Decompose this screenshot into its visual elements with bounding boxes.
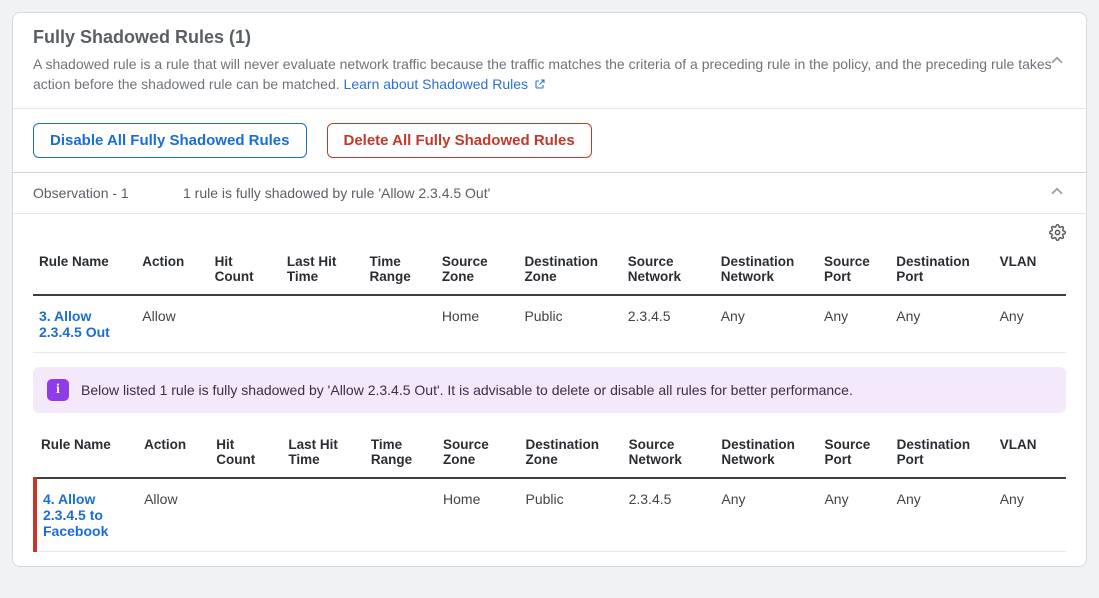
info-icon: i: [47, 379, 69, 401]
top-table-wrap: Rule Name Action Hit Count Last Hit Time…: [13, 214, 1086, 353]
cell-vlan: Any: [994, 478, 1066, 552]
th-last-hit: Last Hit Time: [282, 427, 364, 478]
cell-dst-zone: Public: [518, 295, 621, 353]
table-row: 4. Allow 2.3.4.5 to Facebook Allow Home …: [35, 478, 1066, 552]
panel-title: Fully Shadowed Rules (1): [33, 27, 1066, 48]
observation-label: Observation - 1: [33, 185, 183, 201]
th-dst-net: Destination Network: [715, 427, 818, 478]
learn-link[interactable]: Learn about Shadowed Rules: [344, 76, 546, 92]
th-time-range: Time Range: [364, 244, 436, 295]
th-action: Action: [138, 427, 210, 478]
th-last-hit: Last Hit Time: [281, 244, 364, 295]
th-rule-name: Rule Name: [33, 244, 136, 295]
cell-hit-count: [210, 478, 282, 552]
th-dst-net: Destination Network: [715, 244, 818, 295]
cell-dst-net: Any: [715, 478, 818, 552]
rule-name-link[interactable]: 3. Allow 2.3.4.5 Out: [39, 308, 110, 340]
cell-hit-count: [209, 295, 281, 353]
disable-all-button[interactable]: Disable All Fully Shadowed Rules: [33, 123, 307, 158]
external-link-icon: [534, 75, 546, 95]
panel-description: A shadowed rule is a rule that will neve…: [33, 54, 1066, 96]
th-src-net: Source Network: [623, 427, 716, 478]
th-action: Action: [136, 244, 208, 295]
th-src-port: Source Port: [818, 244, 890, 295]
cell-src-port: Any: [818, 295, 890, 353]
cell-src-net: 2.3.4.5: [623, 478, 716, 552]
observation-summary: 1 rule is fully shadowed by rule 'Allow …: [183, 185, 490, 201]
cell-dst-port: Any: [890, 295, 993, 353]
shadowed-rules-panel: Fully Shadowed Rules (1) A shadowed rule…: [12, 12, 1087, 567]
th-dst-port: Destination Port: [891, 427, 994, 478]
rule-name-link[interactable]: 4. Allow 2.3.4.5 to Facebook: [43, 491, 108, 539]
cell-src-net: 2.3.4.5: [622, 295, 715, 353]
collapse-observation-button[interactable]: [1048, 182, 1066, 203]
th-vlan: VLAN: [994, 244, 1066, 295]
th-vlan: VLAN: [994, 427, 1066, 478]
table-row: 3. Allow 2.3.4.5 Out Allow Home Public 2…: [33, 295, 1066, 353]
action-button-row: Disable All Fully Shadowed Rules Delete …: [13, 109, 1086, 172]
cell-action: Allow: [138, 478, 210, 552]
collapse-panel-button[interactable]: [1048, 51, 1066, 72]
cell-time-range: [364, 295, 436, 353]
cell-src-zone: Home: [436, 295, 519, 353]
th-hit-count: Hit Count: [210, 427, 282, 478]
cell-dst-port: Any: [891, 478, 994, 552]
cell-dst-net: Any: [715, 295, 818, 353]
th-rule-name: Rule Name: [35, 427, 138, 478]
delete-all-button[interactable]: Delete All Fully Shadowed Rules: [327, 123, 592, 158]
th-src-net: Source Network: [622, 244, 715, 295]
th-dst-zone: Destination Zone: [520, 427, 623, 478]
cell-last-hit: [281, 295, 364, 353]
preceding-rule-table: Rule Name Action Hit Count Last Hit Time…: [33, 244, 1066, 353]
cell-last-hit: [282, 478, 364, 552]
learn-link-text: Learn about Shadowed Rules: [344, 76, 528, 92]
th-dst-zone: Destination Zone: [518, 244, 621, 295]
info-banner: i Below listed 1 rule is fully shadowed …: [33, 367, 1066, 413]
shadowed-table-wrap: Rule Name Action Hit Count Last Hit Time…: [13, 427, 1086, 566]
th-dst-port: Destination Port: [890, 244, 993, 295]
shadowed-rule-table: Rule Name Action Hit Count Last Hit Time…: [33, 427, 1066, 552]
cell-vlan: Any: [994, 295, 1066, 353]
th-src-port: Source Port: [818, 427, 890, 478]
cell-time-range: [365, 478, 437, 552]
th-time-range: Time Range: [365, 427, 437, 478]
cell-src-zone: Home: [437, 478, 519, 552]
panel-header: Fully Shadowed Rules (1) A shadowed rule…: [13, 13, 1086, 108]
th-src-zone: Source Zone: [437, 427, 519, 478]
table-settings-button[interactable]: [1049, 224, 1066, 244]
th-hit-count: Hit Count: [209, 244, 281, 295]
cell-src-port: Any: [818, 478, 890, 552]
th-src-zone: Source Zone: [436, 244, 519, 295]
cell-dst-zone: Public: [520, 478, 623, 552]
observation-bar[interactable]: Observation - 1 1 rule is fully shadowed…: [13, 172, 1086, 214]
info-banner-text: Below listed 1 rule is fully shadowed by…: [81, 382, 853, 398]
cell-action: Allow: [136, 295, 208, 353]
